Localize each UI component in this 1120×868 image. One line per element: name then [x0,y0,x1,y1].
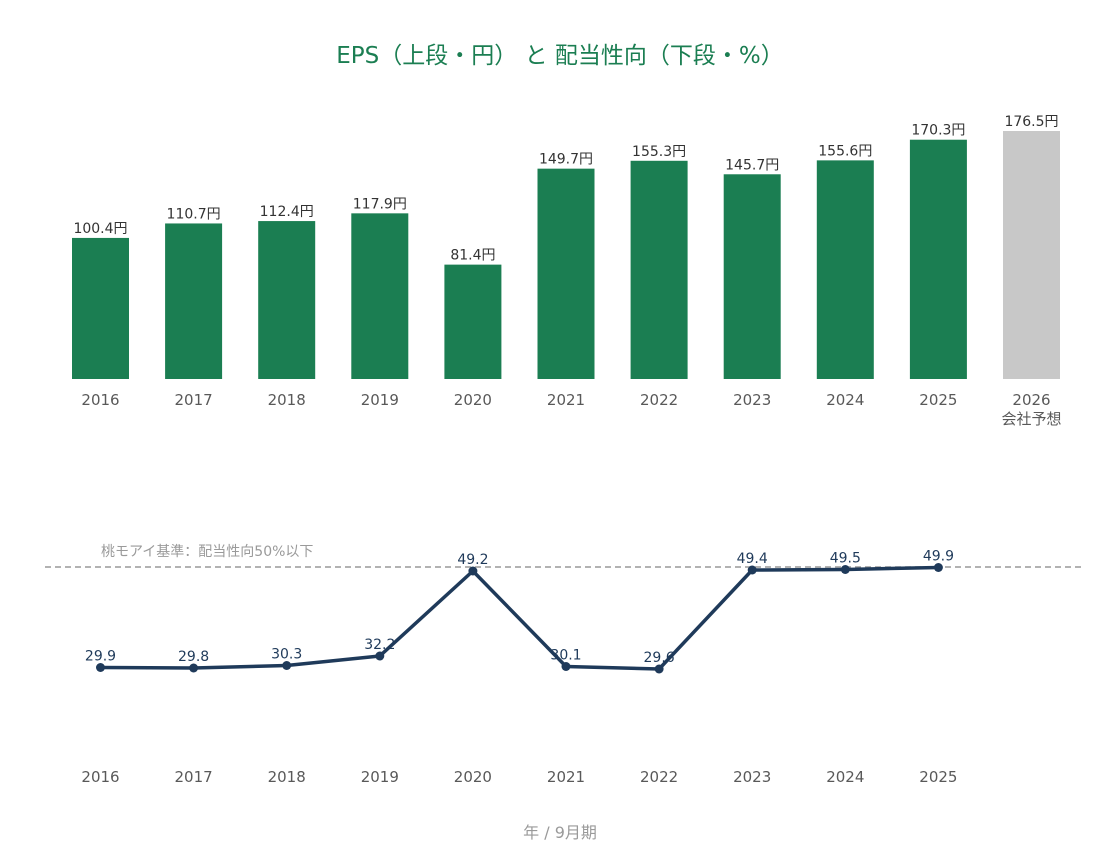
eps-bar-2019 [351,213,409,379]
eps-bar-value-label: 100.4円 [73,221,127,237]
eps-bar-value-label: 117.9円 [353,196,407,212]
payout-value-label: 29.8 [178,649,209,665]
payout-x-tick-label: 2019 [361,768,399,786]
payout-x-tick-label: 2018 [268,768,306,786]
payout-value-label: 29.6 [644,650,675,666]
payout-point-2023 [747,565,757,575]
eps-bar-2021 [537,168,595,379]
payout-ratio-line [100,565,939,671]
eps-x-tick-label: 2022 [640,391,678,409]
eps-bar-value-label: 145.7円 [725,157,779,173]
payout-point-2022 [654,664,664,674]
payout-x-tick-label: 2025 [919,768,957,786]
payout-x-tick-label: 2020 [454,768,492,786]
eps-bar-value-label: 149.7円 [539,152,593,168]
eps-x-tick-label: 2021 [547,391,585,409]
eps-bar-2026 [1003,131,1060,379]
eps-bar-2016 [72,237,129,379]
reference-line-label: 桃モアイ基準：配当性向50%以下 [101,543,313,560]
payout-x-tick-label: 2024 [826,768,864,786]
payout-value-label: 30.1 [550,648,581,664]
eps-bar-value-label: 112.4円 [260,204,314,220]
eps-bar-value-label: 110.7円 [167,206,221,222]
eps-bar-2025 [909,139,967,379]
eps-bar-value-label: 155.3円 [632,144,686,160]
chart-title: EPS（上段・円） と 配当性向（下段・%） [336,43,783,69]
payout-point-2019 [375,651,385,661]
payout-x-tick-label: 2016 [81,768,119,786]
eps-x-tick-label: 2019 [361,391,399,409]
eps-bar-2017 [165,223,223,379]
eps-bar-value-label: 155.6円 [818,143,872,159]
payout-point-2017 [189,663,199,673]
eps-x-tick-sublabel: 会社予想 [1001,410,1061,428]
payout-value-label: 49.5 [830,551,861,567]
eps-x-tick-label: 2018 [268,391,306,409]
payout-value-label: 29.9 [85,649,116,665]
eps-bar-value-label: 81.4円 [450,248,495,264]
payout-point-2016 [96,663,105,672]
payout-value-label: 49.9 [923,549,954,565]
payout-value-label: 49.2 [457,552,488,568]
payout-x-tick-label: 2022 [640,768,678,786]
eps-bar-chart: 100.4円 2016 110.7円 2017 112.4円 2018 117.9円 2019… [72,114,1062,428]
payout-value-label: 32.2 [364,637,395,653]
eps-x-tick-label: 2024 [826,391,864,409]
payout-point-2021 [561,662,571,671]
eps-x-tick-label: 2017 [175,391,213,409]
payout-ratio-line-chart: 桃モアイ基準：配当性向50%以下 29.9 2016 29.8 2017 30.3 2018… [45,543,1084,786]
eps-bar-value-label: 176.5円 [1004,114,1058,130]
payout-value-label: 30.3 [271,647,302,663]
eps-bar-2024 [816,160,874,379]
payout-point-2024 [840,565,850,574]
eps-x-tick-label: 2016 [81,391,119,409]
eps-x-tick-label: 2025 [919,391,957,409]
eps-x-tick-label: 2023 [733,391,771,409]
eps-bar-2020 [444,264,502,379]
eps-bar-value-label: 170.3円 [911,123,965,139]
eps-bar-2022 [630,160,688,379]
payout-point-2018 [282,661,292,670]
eps-bar-2023 [723,174,781,379]
payout-value-label: 49.4 [737,551,768,567]
x-axis-title: 年 / 9月期 [523,823,597,842]
payout-x-tick-label: 2017 [175,768,213,786]
payout-point-2025 [933,563,943,572]
payout-x-tick-label: 2021 [547,768,585,786]
payout-x-tick-label: 2023 [733,768,771,786]
eps-x-tick-label: 2020 [454,391,492,409]
eps-bar-2018 [258,221,316,379]
eps-x-tick-label: 2026 [1012,391,1050,409]
payout-point-2020 [468,566,478,576]
